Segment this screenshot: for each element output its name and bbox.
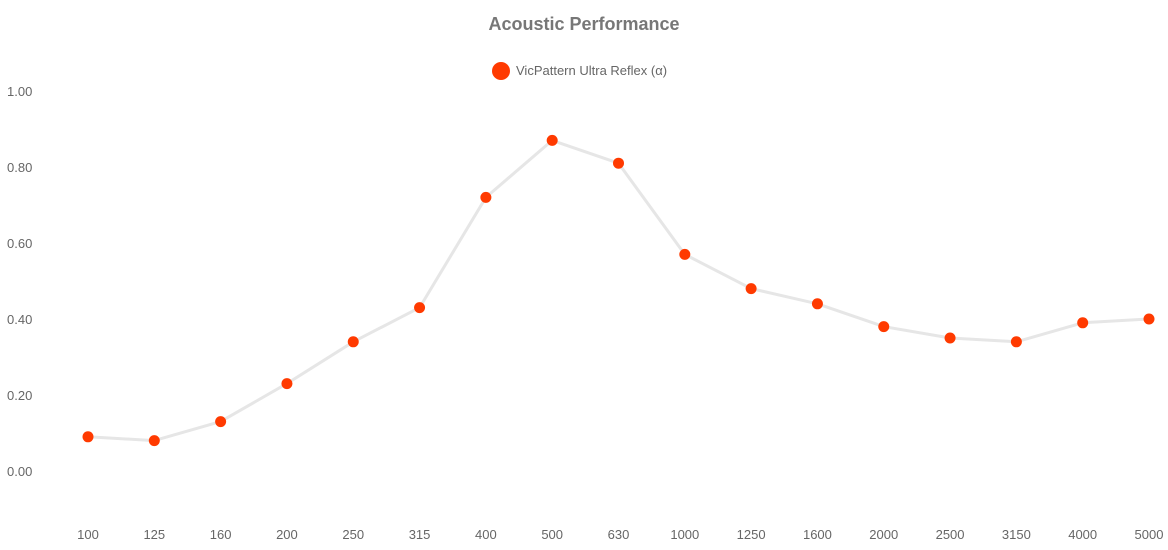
data-point[interactable] bbox=[347, 336, 359, 348]
data-point[interactable] bbox=[745, 283, 757, 295]
x-tick-label: 2000 bbox=[869, 527, 898, 542]
data-point[interactable] bbox=[811, 298, 823, 310]
x-tick-label: 100 bbox=[77, 527, 99, 542]
x-tick-label: 250 bbox=[342, 527, 364, 542]
x-tick-label: 200 bbox=[276, 527, 298, 542]
legend[interactable]: VicPattern Ultra Reflex (α) bbox=[492, 62, 667, 80]
data-point[interactable] bbox=[944, 332, 956, 344]
y-tick-label: 0.60 bbox=[7, 236, 32, 251]
data-point[interactable] bbox=[281, 378, 293, 390]
x-tick-label: 5000 bbox=[1135, 527, 1164, 542]
data-point[interactable] bbox=[613, 157, 624, 169]
x-tick-label: 160 bbox=[210, 527, 232, 542]
x-tick-label: 315 bbox=[409, 527, 431, 542]
x-axis: 100 125 160 200 250 315 400 500 630 1000 1250 1600 2… bbox=[77, 527, 1163, 542]
legend-marker-icon bbox=[492, 62, 510, 80]
x-tick-label: 4000 bbox=[1068, 527, 1097, 542]
data-point[interactable] bbox=[414, 302, 426, 314]
y-tick-label: 0.00 bbox=[7, 464, 32, 479]
data-point[interactable] bbox=[82, 431, 94, 443]
x-tick-label: 2500 bbox=[936, 527, 965, 542]
data-point[interactable] bbox=[1010, 336, 1022, 348]
legend-label: VicPattern Ultra Reflex (α) bbox=[516, 63, 667, 78]
x-tick-label: 400 bbox=[475, 527, 497, 542]
y-axis: 0.00 0.20 0.40 0.60 0.80 1.00 bbox=[7, 84, 32, 479]
data-point[interactable] bbox=[1077, 317, 1089, 329]
series-line bbox=[87, 138, 1150, 443]
data-point[interactable] bbox=[878, 321, 890, 333]
x-tick-label: 3150 bbox=[1002, 527, 1031, 542]
y-tick-label: 1.00 bbox=[7, 84, 32, 99]
y-tick-label: 0.80 bbox=[7, 160, 32, 175]
data-point[interactable] bbox=[1143, 313, 1155, 325]
x-tick-label: 1250 bbox=[737, 527, 766, 542]
x-tick-label: 1600 bbox=[803, 527, 832, 542]
x-tick-label: 500 bbox=[541, 527, 563, 542]
x-tick-label: 630 bbox=[608, 527, 630, 542]
chart-title: Acoustic Performance bbox=[488, 14, 679, 34]
y-tick-label: 0.40 bbox=[7, 312, 32, 327]
plot-area bbox=[82, 134, 1155, 447]
data-point[interactable] bbox=[546, 134, 558, 146]
data-point[interactable] bbox=[480, 191, 492, 203]
data-point[interactable] bbox=[215, 416, 227, 428]
x-tick-label: 1000 bbox=[670, 527, 699, 542]
y-tick-label: 0.20 bbox=[7, 388, 32, 403]
data-point[interactable] bbox=[148, 435, 160, 447]
data-point[interactable] bbox=[679, 248, 691, 260]
x-tick-label: 125 bbox=[143, 527, 165, 542]
